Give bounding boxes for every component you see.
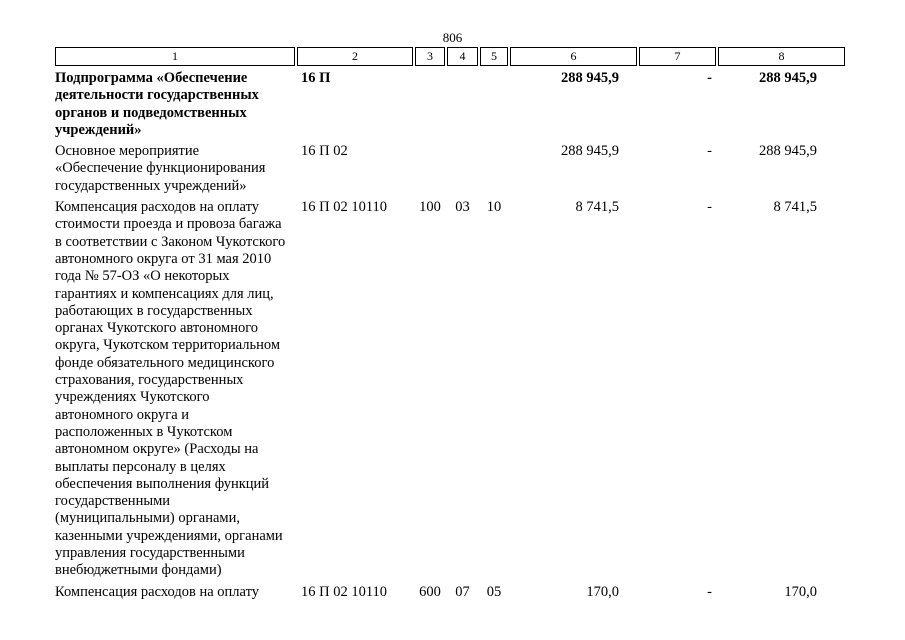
cell-c5: [480, 141, 508, 195]
cell-sum-8: 170,0: [784, 583, 817, 600]
cell-c3: 600: [419, 583, 441, 600]
cell-c5: [480, 68, 508, 139]
cell-c4: 03: [455, 199, 470, 216]
cell-c3: [415, 68, 445, 139]
table-row: Компенсация расходов на оплату 16 П 02 1…: [55, 582, 845, 601]
cell-sum-7: -: [707, 143, 712, 160]
column-header-1: 1: [55, 47, 295, 66]
cell-sum-8: 288 945,9: [759, 70, 817, 86]
table-header-row: 1 2 3 4 5 6 7 8: [55, 47, 845, 66]
cell-code: 16 П 02: [301, 143, 348, 160]
cell-sum-7: -: [707, 583, 712, 600]
cell-sum-7: -: [707, 199, 712, 216]
cell-c3: [415, 141, 445, 195]
cell-sum-8: 288 945,9: [759, 143, 817, 160]
cell-c5: 10: [486, 199, 502, 216]
cell-c4: [447, 141, 478, 195]
column-header-5: 5: [480, 47, 508, 66]
cell-sum-6: 170,0: [586, 583, 619, 600]
column-header-2: 2: [297, 47, 413, 66]
cell-sum-7: -: [707, 70, 712, 86]
cell-sum-6: 288 945,9: [561, 70, 619, 86]
column-header-6: 6: [510, 47, 637, 66]
page-number: 806: [442, 30, 463, 45]
cell-name: Компенсация расходов на оплату: [55, 583, 259, 600]
cell-c4: 07: [455, 583, 470, 600]
table-row: Основное мероприятие «Обеспечение функци…: [55, 141, 845, 195]
cell-c4: [447, 68, 478, 139]
cell-sum-6: 288 945,9: [561, 143, 619, 160]
column-header-7: 7: [639, 47, 716, 66]
cell-code: 16 П 02 10110: [301, 583, 388, 600]
table-row: Компенсация расходов на оплату стоимости…: [55, 197, 845, 580]
column-header-4: 4: [447, 47, 478, 66]
cell-name: Основное мероприятие «Обеспечение функци…: [55, 143, 266, 194]
table-row: Подпрограмма «Обеспечение деятельности г…: [55, 68, 845, 139]
column-header-3: 3: [415, 47, 445, 66]
cell-code: 16 П 02 10110: [301, 199, 388, 216]
cell-name: Подпрограмма «Обеспечение деятельности г…: [55, 70, 259, 138]
cell-name: Компенсация расходов на оплату стоимости…: [55, 199, 286, 579]
budget-table: 1 2 3 4 5 6 7 8 Подпрограмма «Обеспечени…: [53, 45, 847, 603]
cell-sum-6: 8 741,5: [575, 199, 620, 216]
cell-code: 16 П: [301, 70, 331, 86]
cell-c3: 100: [419, 199, 441, 216]
column-header-8: 8: [718, 47, 845, 66]
cell-c5: 05: [486, 583, 502, 600]
cell-sum-8: 8 741,5: [773, 199, 818, 216]
